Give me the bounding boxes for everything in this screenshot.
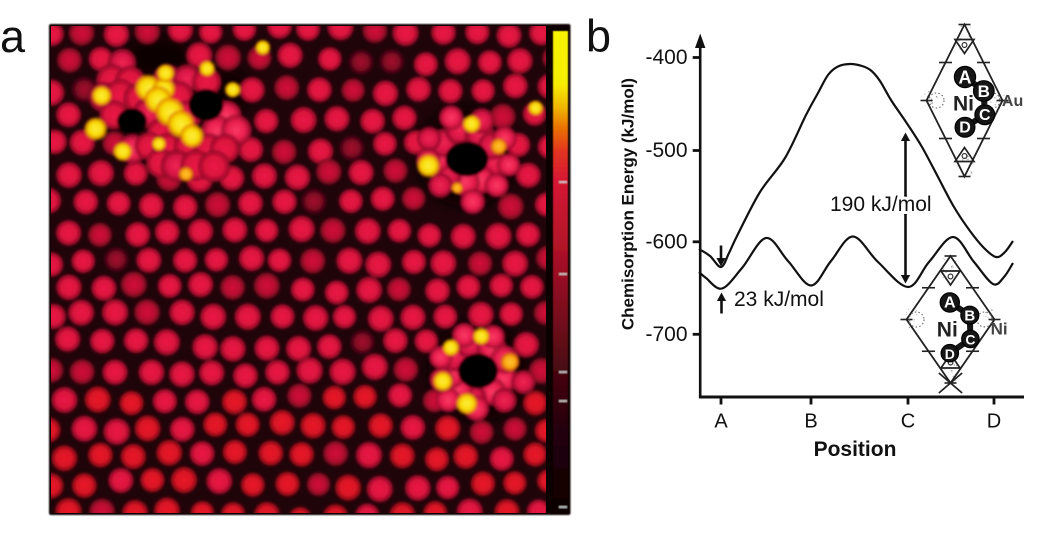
- svg-text:Au: Au: [1002, 93, 1023, 110]
- svg-text:C: C: [965, 332, 975, 348]
- svg-text:Position: Position: [814, 438, 897, 461]
- svg-text:Ni: Ni: [953, 93, 974, 116]
- svg-text:D: D: [987, 411, 1001, 433]
- svg-text:B: B: [978, 82, 990, 101]
- svg-text:B: B: [804, 411, 817, 433]
- svg-text:b: b: [586, 11, 611, 62]
- svg-text:C: C: [979, 107, 991, 124]
- svg-text:D: D: [945, 346, 955, 362]
- svg-text:A: A: [959, 68, 972, 88]
- svg-text:Chemisorption Energy (kJ/mol): Chemisorption Energy (kJ/mol): [619, 78, 638, 330]
- svg-text:A: A: [944, 295, 956, 312]
- svg-text:23 kJ/mol: 23 kJ/mol: [734, 288, 824, 311]
- svg-text:-600: -600: [645, 230, 687, 253]
- svg-text:190 kJ/mol: 190 kJ/mol: [830, 193, 932, 216]
- svg-text:-700: -700: [645, 323, 687, 346]
- svg-text:Ni: Ni: [991, 320, 1008, 339]
- svg-text:A: A: [714, 411, 728, 433]
- svg-text:-400: -400: [645, 46, 687, 69]
- svg-text:-500: -500: [645, 139, 687, 162]
- svg-text:a: a: [0, 11, 26, 62]
- svg-text:C: C: [901, 411, 915, 433]
- svg-text:Ni: Ni: [937, 319, 958, 342]
- svg-text:D: D: [959, 120, 971, 137]
- svg-text:B: B: [964, 307, 975, 324]
